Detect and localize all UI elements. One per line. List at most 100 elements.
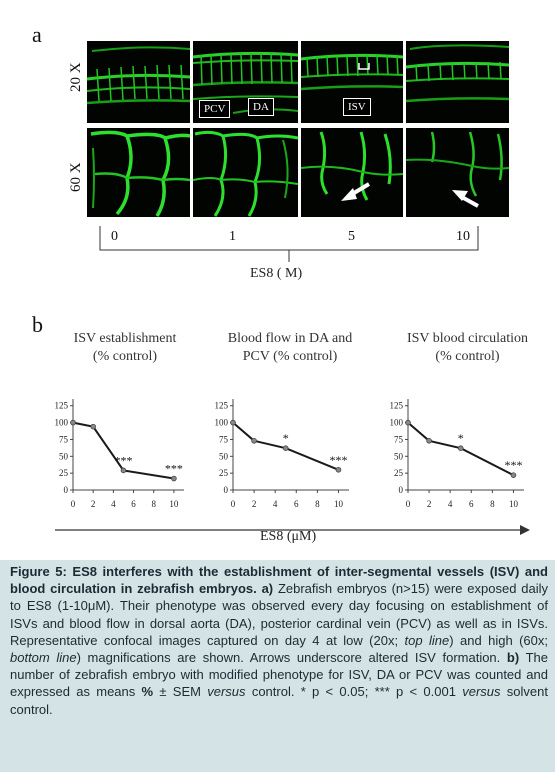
y-tick-label: 50 [219, 451, 229, 461]
x-tick-label: 6 [469, 499, 474, 509]
x-tick-label: 6 [131, 499, 136, 509]
caption-percent: % [141, 684, 154, 700]
x-tick-label: 2 [427, 499, 432, 509]
micrograph-20x-5uM: ISV [301, 41, 403, 123]
series-line [407, 421, 514, 477]
y-tick-label: 25 [59, 468, 69, 478]
y-tick-label: 100 [390, 418, 404, 428]
x-tick-label: 10 [509, 499, 519, 509]
significance-label: *** [165, 462, 183, 476]
data-point [510, 472, 517, 478]
y-tick-label: 50 [394, 451, 404, 461]
y-tick-label: 125 [215, 401, 229, 411]
y-tick-label: 125 [390, 401, 404, 411]
caption-versus: versus [207, 684, 246, 700]
x-tick-label: 2 [91, 499, 96, 509]
caption-b-text: ± SEM [159, 684, 201, 700]
data-point [171, 475, 177, 482]
y-tick-label: 75 [59, 434, 69, 444]
y-tick-label: 100 [55, 418, 69, 428]
micrograph-60x-5uM [301, 128, 403, 217]
tag-da: DA [248, 98, 274, 116]
caption-versus: versus [462, 684, 501, 700]
chart-title-blood-flow: Blood flow in DA and PCV (% control) [210, 330, 370, 366]
concentration-1: 1 [229, 229, 236, 244]
chart-title-line-1: ISV blood circulation [406, 331, 529, 346]
caption-bottom-line: bottom line [10, 650, 77, 666]
significance-label: *** [329, 453, 347, 467]
y-tick-label: 75 [219, 434, 229, 444]
y-tick-label: 0 [399, 485, 404, 495]
caption-a-text: Zebrafish embryos (n>15) were exposed da… [10, 581, 548, 648]
y-tick-label: 25 [219, 468, 229, 478]
y-tick-label: 75 [394, 434, 404, 444]
chart-title-line-2: (% control) [435, 349, 500, 364]
figure-caption: Figure 5: ES8 interferes with the establ… [10, 563, 548, 718]
x-tick-label: 10 [169, 499, 179, 509]
panel-b-axis-label: ES8 (μM) [260, 529, 317, 544]
chart-title-line-2: PCV (% control) [242, 349, 338, 364]
y-tick-label: 0 [64, 485, 69, 495]
x-tick-label: 4 [111, 499, 116, 509]
micrograph-60x-0uM [87, 128, 190, 217]
concentration-5: 5 [348, 229, 355, 244]
caption-a-label: a) [261, 581, 274, 597]
significance-label: *** [114, 453, 132, 467]
chart-title-isv-establishment: ISV establishment (% control) [50, 330, 200, 366]
data-point [426, 437, 432, 444]
micrograph-60x-1uM [193, 128, 298, 217]
caption-a-text: ) and high (60x; [449, 632, 548, 648]
y-tick-label: 50 [59, 451, 69, 461]
tag-isv: ISV [343, 98, 371, 116]
chart-title-line-2: (% control) [92, 349, 158, 364]
y-tick-label: 25 [394, 468, 404, 478]
x-tick-label: 6 [294, 499, 299, 509]
significance-label: * [458, 431, 464, 445]
y-tick-label: 100 [215, 418, 229, 428]
chart-title-line-1: Blood flow in DA and [227, 331, 353, 346]
x-tick-label: 0 [71, 499, 76, 509]
data-point [90, 423, 96, 430]
significance-label: *** [504, 458, 522, 472]
chart-isv-establishment: 0 25 50 75 100 125 0 2 4 6 8 10 *** *** [55, 399, 184, 509]
data-point [230, 419, 236, 426]
figure-5: a 20 X 60 X PCV DA ISV [0, 0, 555, 560]
data-point [120, 467, 127, 474]
chart-title-isv-circulation: ISV blood circulation (% control) [385, 330, 550, 366]
x-tick-label: 4 [273, 499, 278, 509]
x-tick-label: 10 [334, 499, 344, 509]
caption-heading: Figure 5: ES8 interferes with the establ… [10, 564, 548, 597]
panel-a-axis-label: ES8 ( M) [250, 266, 303, 281]
caption-b-text: control. * p < 0.05; *** p < 0.001 [251, 684, 456, 700]
series-line [232, 421, 339, 471]
concentration-0: 0 [111, 229, 118, 244]
x-tick-label: 8 [151, 499, 156, 509]
x-tick-label: 8 [490, 499, 495, 509]
x-tick-label: 0 [406, 499, 411, 509]
panel-a-letter: a [32, 22, 42, 47]
data-point [251, 437, 257, 444]
concentration-bracket [99, 226, 479, 262]
x-tick-label: 4 [448, 499, 453, 509]
caption-b-label: b) [506, 650, 520, 666]
x-tick-label: 8 [315, 499, 320, 509]
caption-b-text: solvent control. [10, 684, 548, 717]
panel-b-letter: b [32, 312, 43, 337]
series-line [72, 421, 175, 480]
caption-top-line: top line [404, 632, 450, 648]
tag-pcv: PCV [199, 100, 231, 118]
data-point [457, 445, 464, 452]
x-tick-label: 2 [252, 499, 257, 509]
concentration-arrow [55, 525, 530, 535]
data-point [282, 445, 289, 452]
chart-title-line-1: ISV establishment [73, 331, 177, 346]
concentration-10: 10 [456, 229, 470, 244]
data-point [335, 466, 342, 473]
micrograph-60x-10uM [406, 128, 509, 217]
data-point [405, 419, 411, 426]
x-tick-label: 0 [231, 499, 236, 509]
micrograph-20x-0uM [87, 41, 190, 123]
significance-label: * [283, 431, 289, 445]
